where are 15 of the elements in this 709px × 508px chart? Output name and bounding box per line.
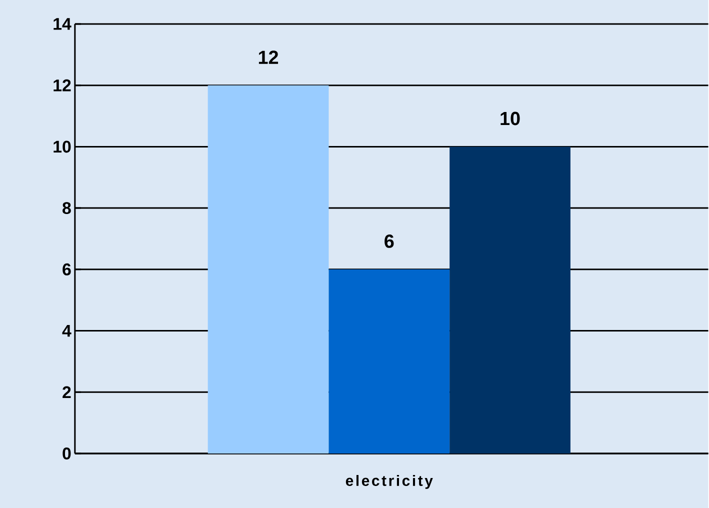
data-label: 10: [500, 112, 520, 125]
bar: [208, 85, 329, 454]
y-tick-label: 6: [62, 263, 71, 276]
bar: [328, 269, 450, 454]
y-tick-label: 10: [54, 140, 71, 152]
y-tick-label: 4: [62, 324, 72, 336]
bar: [450, 146, 570, 454]
x-tick-label: electricity: [346, 474, 433, 489]
y-tick-label: 12: [54, 79, 71, 92]
y-tick-label: 0: [62, 447, 71, 460]
y-tick-label: 8: [62, 202, 71, 214]
data-label: 12: [258, 50, 278, 64]
y-tick-label: 14: [54, 18, 72, 30]
data-label: 6: [384, 234, 394, 248]
y-tick-label: 2: [62, 386, 71, 398]
